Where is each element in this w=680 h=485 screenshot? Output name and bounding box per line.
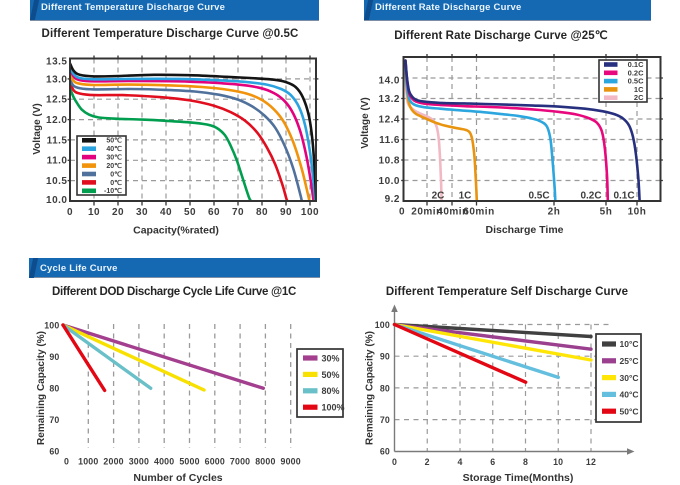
svg-text:20min: 20min [411, 207, 442, 218]
svg-text:11.6: 11.6 [379, 135, 400, 146]
svg-text:60: 60 [208, 207, 220, 218]
svg-text:Number of Cycles: Number of Cycles [133, 472, 222, 484]
svg-text:50°C: 50°C [620, 406, 639, 416]
svg-text:0℃: 0℃ [110, 179, 122, 187]
svg-text:50℃: 50℃ [106, 137, 122, 145]
svg-text:2000: 2000 [103, 457, 123, 467]
svg-text:0: 0 [399, 207, 405, 218]
svg-text:30: 30 [136, 207, 148, 218]
svg-text:80%: 80% [322, 386, 340, 396]
svg-text:100: 100 [44, 320, 59, 330]
svg-text:0.5C: 0.5C [628, 77, 644, 86]
svg-text:10h: 10h [628, 207, 647, 218]
svg-text:4000: 4000 [154, 457, 174, 467]
svg-text:70: 70 [380, 415, 390, 425]
svg-text:12: 12 [586, 457, 596, 467]
svg-text:90: 90 [49, 352, 59, 362]
svg-text:1C: 1C [634, 85, 644, 94]
svg-text:12.5: 12.5 [46, 95, 67, 106]
svg-text:80: 80 [256, 207, 268, 218]
svg-text:8000: 8000 [255, 457, 275, 467]
svg-text:2C: 2C [432, 191, 445, 202]
svg-text:13.2: 13.2 [379, 94, 400, 105]
svg-text:Storage Time(Months): Storage Time(Months) [463, 472, 574, 484]
svg-text:100%: 100% [322, 403, 345, 413]
svg-text:11.5: 11.5 [47, 135, 68, 146]
svg-text:60min: 60min [463, 207, 494, 218]
svg-text:70: 70 [49, 415, 59, 425]
svg-text:13.5: 13.5 [46, 56, 67, 67]
svg-text:14.0: 14.0 [379, 75, 400, 86]
svg-text:0: 0 [64, 457, 69, 467]
svg-text:40min: 40min [437, 207, 468, 218]
svg-text:0.1C: 0.1C [628, 60, 644, 69]
svg-text:60: 60 [380, 447, 390, 457]
svg-text:0.5C: 0.5C [528, 191, 549, 202]
svg-text:60: 60 [49, 446, 59, 456]
svg-text:0℃: 0℃ [110, 170, 122, 178]
svg-text:9.2: 9.2 [385, 194, 400, 205]
svg-text:Voltage (V): Voltage (V) [360, 97, 371, 148]
svg-text:12.0: 12.0 [46, 115, 67, 126]
svg-text:10°C: 10°C [620, 339, 639, 349]
svg-text:11.0: 11.0 [47, 156, 68, 167]
svg-text:0.2C: 0.2C [628, 68, 644, 77]
svg-text:Discharge Time: Discharge Time [485, 224, 563, 236]
svg-text:10.0: 10.0 [46, 195, 67, 206]
svg-text:1C: 1C [459, 191, 472, 202]
svg-text:40: 40 [160, 207, 172, 218]
svg-text:25°C: 25°C [620, 356, 639, 366]
svg-text:40°C: 40°C [620, 390, 639, 400]
svg-text:5000: 5000 [179, 457, 199, 467]
svg-text:5h: 5h [600, 207, 613, 218]
svg-text:0: 0 [67, 207, 73, 218]
svg-text:10: 10 [88, 207, 100, 218]
svg-text:70: 70 [232, 207, 244, 218]
svg-text:0.2C: 0.2C [580, 191, 601, 202]
svg-text:20: 20 [112, 207, 124, 218]
svg-text:10.0: 10.0 [379, 176, 400, 187]
svg-text:90: 90 [280, 207, 292, 218]
svg-text:Remaining Capacity (%): Remaining Capacity (%) [36, 331, 47, 445]
svg-text:0: 0 [392, 457, 397, 467]
svg-text:40℃: 40℃ [106, 145, 122, 153]
svg-text:9000: 9000 [281, 457, 301, 467]
svg-text:10.5: 10.5 [46, 176, 67, 187]
svg-text:2: 2 [425, 457, 430, 467]
svg-text:30%: 30% [322, 353, 340, 363]
svg-text:50%: 50% [322, 370, 340, 380]
svg-text:-10℃: -10℃ [104, 187, 122, 195]
svg-text:12.4: 12.4 [379, 114, 400, 125]
svg-text:6: 6 [490, 457, 495, 467]
svg-text:1000: 1000 [78, 457, 98, 467]
svg-text:6000: 6000 [205, 457, 225, 467]
svg-text:7000: 7000 [230, 457, 250, 467]
svg-text:90: 90 [380, 352, 390, 362]
svg-text:0.1C: 0.1C [613, 191, 634, 202]
svg-text:10.8: 10.8 [379, 155, 400, 166]
svg-text:13.0: 13.0 [46, 74, 67, 85]
svg-text:80: 80 [380, 383, 390, 393]
svg-text:4: 4 [457, 457, 462, 467]
svg-text:100: 100 [375, 320, 390, 330]
svg-text:50: 50 [184, 207, 196, 218]
svg-text:3000: 3000 [129, 457, 149, 467]
svg-text:Voltage (V): Voltage (V) [32, 103, 43, 154]
svg-text:Remaining Capacity (%): Remaining Capacity (%) [365, 331, 376, 445]
svg-text:30℃: 30℃ [106, 154, 122, 162]
svg-text:20℃: 20℃ [106, 162, 122, 170]
svg-text:30°C: 30°C [620, 373, 639, 383]
svg-text:8: 8 [523, 457, 528, 467]
svg-text:100: 100 [301, 207, 319, 218]
svg-text:2C: 2C [634, 93, 644, 102]
svg-text:2h: 2h [548, 207, 561, 218]
svg-text:10: 10 [553, 457, 563, 467]
svg-text:Capacity(%rated): Capacity(%rated) [133, 225, 219, 237]
svg-text:80: 80 [49, 383, 59, 393]
